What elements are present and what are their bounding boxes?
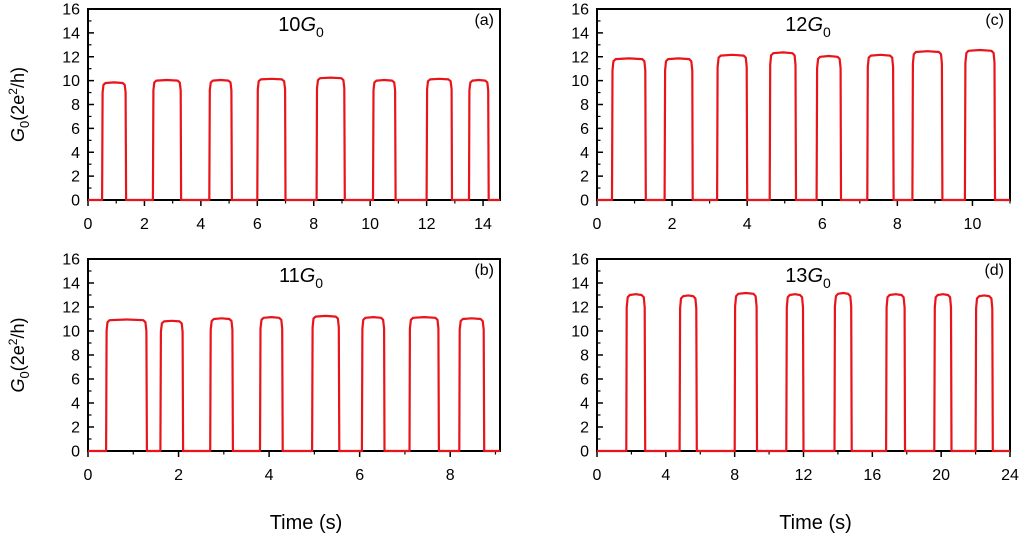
y-tick-label: 2 [71, 169, 80, 186]
y-tick-label: 0 [580, 444, 589, 461]
x-tick-label: 6 [818, 216, 827, 233]
y-tick-label: 0 [71, 444, 80, 461]
x-tick-label: 6 [253, 216, 262, 233]
x-tick-label: 16 [863, 467, 881, 484]
y-tick-label: 4 [580, 145, 589, 162]
x-tick-label: 8 [446, 467, 455, 484]
y-tick-label: 16 [571, 2, 589, 19]
x-tick-label: 4 [196, 216, 205, 233]
x-tick-label: 10 [964, 216, 982, 233]
y-tick-label: 12 [62, 300, 80, 317]
series-annotation: 10G0 [278, 14, 324, 40]
series-annotation: 12G0 [785, 14, 831, 40]
x-tick-label: 0 [593, 216, 602, 233]
x-tick-label: 4 [743, 216, 752, 233]
y-tick-label: 8 [580, 97, 589, 114]
chart-panel-a: 0 2 4 6 8 10 12 14 16 0 2 4 6 8 10 12 14 (a) 10G0 G0(2e2/h) [6, 2, 501, 233]
x-axis-title: Time (s) [270, 512, 343, 534]
y-tick-label: 6 [580, 372, 589, 389]
y-axis-title: G0(2e2/h) [6, 318, 32, 393]
y-tick-label: 4 [580, 396, 589, 413]
x-tick-label: 12 [418, 216, 436, 233]
x-tick-label: 6 [355, 467, 364, 484]
x-tick-label: 2 [140, 216, 149, 233]
panel-label: (c) [985, 12, 1004, 29]
series-line-b [88, 314, 500, 453]
x-tick-label: 0 [593, 467, 602, 484]
panel-label: (b) [474, 262, 494, 279]
y-tick-label: 6 [580, 121, 589, 138]
y-tick-label: 10 [62, 324, 80, 341]
y-tick-label: 14 [62, 25, 80, 42]
panel-label: (d) [984, 262, 1004, 279]
x-tick-label: 2 [668, 216, 677, 233]
series-line-c [597, 48, 1010, 202]
y-tick-label: 10 [571, 324, 589, 341]
x-tick-label: 0 [84, 467, 93, 484]
plot-frame [596, 8, 1011, 201]
y-tick-label: 14 [571, 25, 589, 42]
x-tick-label: 2 [174, 467, 183, 484]
y-tick-label: 12 [62, 49, 80, 66]
y-tick-label: 2 [580, 169, 589, 186]
series-annotation: 11G0 [279, 265, 323, 291]
series-line-a [88, 76, 500, 202]
x-tick-label: 14 [474, 216, 492, 233]
x-tick-label: 0 [84, 216, 93, 233]
x-axis-title: Time (s) [779, 512, 852, 534]
y-tick-label: 4 [71, 145, 80, 162]
y-tick-label: 10 [62, 73, 80, 90]
y-tick-label: 4 [71, 396, 80, 413]
y-tick-label: 8 [71, 348, 80, 365]
y-tick-label: 8 [580, 348, 589, 365]
y-tick-label: 6 [71, 372, 80, 389]
y-tick-label: 16 [62, 2, 80, 19]
y-tick-label: 2 [580, 420, 589, 437]
x-tick-label: 4 [661, 467, 670, 484]
x-tick-label: 10 [361, 216, 379, 233]
y-tick-label: 12 [571, 300, 589, 317]
x-tick-label: 4 [265, 467, 274, 484]
x-tick-label: 20 [932, 467, 950, 484]
y-tick-label: 14 [62, 276, 80, 293]
y-tick-label: 8 [71, 97, 80, 114]
series-line-d [597, 291, 1010, 453]
y-tick-label: 10 [571, 73, 589, 90]
x-tick-label: 8 [893, 216, 902, 233]
y-tick-label: 14 [571, 276, 589, 293]
chart-panel-b: 0 2 4 6 8 10 12 14 16 0 2 4 6 8 (b) 11G0 G0(2e2/h) Time (… [6, 252, 501, 534]
y-tick-label: 6 [71, 121, 80, 138]
panel-label: (a) [474, 12, 494, 29]
x-tick-label: 12 [795, 467, 813, 484]
y-axis-title: G0(2e2/h) [6, 67, 32, 142]
y-tick-label: 12 [571, 49, 589, 66]
plot-frame [87, 8, 501, 201]
y-tick-label: 16 [571, 252, 589, 269]
y-tick-label: 0 [580, 193, 589, 210]
series-annotation: 13G0 [785, 265, 831, 291]
y-tick-label: 0 [71, 193, 80, 210]
y-tick-label: 16 [62, 252, 80, 269]
x-tick-label: 24 [1001, 467, 1019, 484]
x-tick-label: 8 [730, 467, 739, 484]
x-tick-label: 8 [309, 216, 318, 233]
y-tick-label: 2 [71, 420, 80, 437]
chart-panel-c: 0 2 4 6 8 10 12 14 16 0 2 4 6 8 10 (c) 12G0 [571, 2, 1011, 233]
